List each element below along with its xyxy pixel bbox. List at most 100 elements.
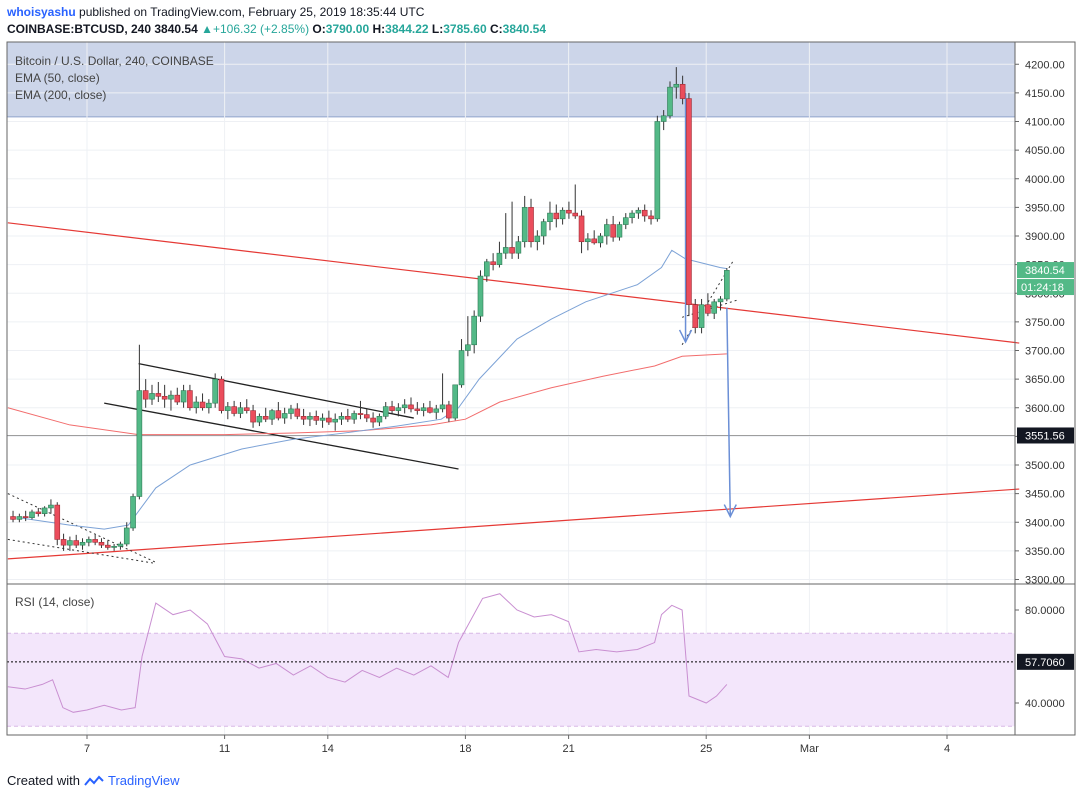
last-price: 3840.54 (154, 22, 198, 36)
candle-body (604, 224, 610, 237)
candle-body (262, 416, 269, 420)
last-price-label: 3840.54 (1025, 265, 1065, 277)
candle-body (610, 224, 616, 238)
candle-body (660, 115, 667, 122)
time-tick-label: 7 (84, 743, 90, 755)
countdown-label: 01:24:18 (1021, 282, 1064, 294)
candle-body (332, 418, 338, 423)
candle-body (212, 378, 218, 404)
axis-border (1014, 41, 1076, 736)
candle-body (439, 404, 446, 410)
candle-body (98, 541, 105, 546)
price-chart[interactable]: 3300.003350.003400.003450.003500.003550.… (0, 0, 1080, 760)
support-price-badge (1017, 427, 1074, 444)
candle-body (376, 416, 383, 423)
open-label: O: (312, 22, 326, 36)
tradingview-logo-icon (84, 775, 104, 786)
time-axis[interactable]: 7 11 14 18 21 25 Mar 4 (84, 735, 950, 755)
candle-body (54, 504, 61, 540)
candle-body (193, 401, 200, 409)
candle-body (673, 83, 680, 88)
candle-body (117, 543, 124, 547)
candle-body (60, 539, 67, 546)
publish-info: whoisyashu published on TradingView.com,… (7, 5, 424, 19)
support-price-label: 3551.56 (1025, 430, 1065, 442)
candle-body (294, 408, 301, 417)
candle-body (553, 212, 560, 220)
candle-body (79, 541, 86, 546)
candle-body (629, 212, 635, 218)
grid-lines (7, 42, 1015, 735)
candle-body (142, 390, 149, 400)
candle-body (41, 507, 48, 514)
candle-body (382, 406, 389, 417)
rsi-band (7, 632, 1015, 727)
candle-body (275, 410, 282, 419)
candle-body (136, 390, 143, 497)
price-tick-label: 4150.00 (1025, 88, 1065, 100)
candle-body (458, 350, 465, 386)
candle-body (597, 235, 604, 244)
candle-body (679, 83, 686, 99)
candle-body (572, 212, 579, 217)
candle-body (654, 121, 661, 220)
candle-body (471, 315, 477, 346)
footer: Created with TradingView (7, 773, 180, 788)
low-label: L: (431, 22, 444, 36)
trend-line (7, 222, 1020, 344)
open-value: 3790.00 (325, 22, 370, 36)
candle-body (161, 395, 168, 400)
candle-body (635, 209, 642, 214)
candle-body (547, 212, 553, 222)
arrow-head (723, 504, 737, 519)
candle-body (446, 404, 452, 419)
tradingview-link[interactable]: TradingView (107, 773, 180, 788)
price-tick-label: 3750.00 (1025, 317, 1065, 329)
candle-body (370, 417, 376, 423)
candle-body (477, 275, 484, 317)
price-tick-label: 3600.00 (1025, 403, 1065, 415)
rsi-line (7, 593, 728, 713)
price-tick-label: 3300.00 (1025, 575, 1065, 587)
candle-body (509, 247, 515, 254)
candle-body (686, 98, 692, 306)
time-tick-label: 21 (562, 743, 574, 755)
candle-body (515, 241, 522, 254)
created-with-text: Created with (7, 773, 80, 788)
candle-body (363, 414, 370, 419)
candle-body (724, 270, 730, 300)
candle-body (35, 511, 42, 514)
candle-body (540, 221, 547, 237)
last-price-badge (1017, 262, 1074, 279)
chart-frame (6, 41, 1076, 736)
price-tick-label: 3450.00 (1025, 489, 1065, 501)
candle-body (452, 384, 459, 419)
low-value: 3785.60 (443, 22, 487, 36)
high-value: 3844.22 (385, 22, 429, 36)
rsi-level-label: 57.7060 (1025, 657, 1065, 669)
rsi-band-fill (7, 633, 1015, 727)
high-label: H: (372, 22, 386, 36)
rsi-level-badge (1017, 653, 1074, 670)
candle-body (711, 301, 718, 314)
candle-body (256, 416, 263, 423)
candle-body (218, 378, 225, 411)
author-link[interactable]: whoisyashu (7, 5, 76, 19)
ema50-line (18, 249, 727, 530)
price-axis[interactable]: 3300.003350.003400.003450.003500.003550.… (1015, 59, 1074, 710)
candle-body (22, 516, 29, 518)
price-tick-label: 4050.00 (1025, 145, 1065, 157)
candle-body (281, 413, 288, 419)
candle-body (10, 516, 16, 520)
candle-body (206, 402, 212, 409)
price-tick-label: 3350.00 (1025, 546, 1065, 558)
candle-body (313, 416, 320, 421)
price-change: +106.32 (+2.85%) (213, 22, 310, 36)
candle-body (269, 410, 275, 420)
candle-body (16, 516, 23, 520)
drawings (7, 92, 1020, 564)
price-tick-label: 3650.00 (1025, 374, 1065, 386)
candle-body (420, 407, 427, 411)
candle-body (648, 215, 654, 220)
channel-line (104, 402, 459, 470)
